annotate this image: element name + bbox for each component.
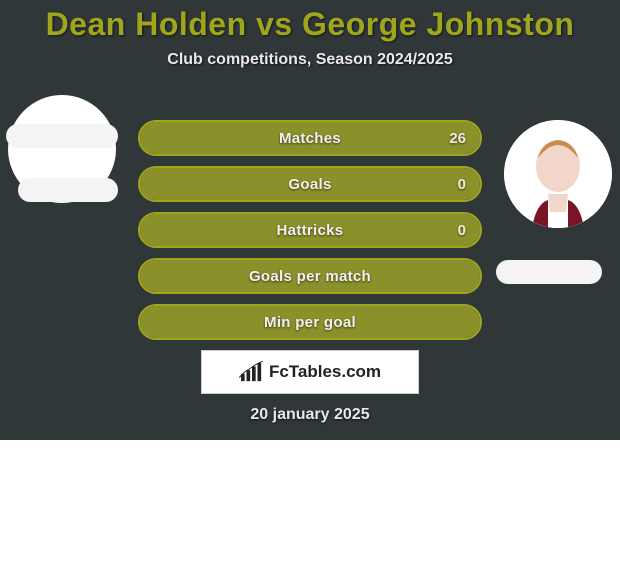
page-title: Dean Holden vs George Johnston: [0, 0, 620, 43]
stat-label: Goals: [140, 176, 480, 193]
stat-row-goals-per-match: Goals per match: [138, 258, 482, 294]
fctables-link[interactable]: FcTables.com: [201, 350, 419, 394]
empty-region: [0, 440, 620, 580]
brand-label: FcTables.com: [269, 362, 381, 382]
player-photo-icon: [504, 120, 612, 228]
stat-label: Goals per match: [140, 268, 480, 285]
stat-value: 26: [449, 130, 466, 147]
stats-list: Matches 26 Goals 0 Hattricks 0 Goals per…: [138, 120, 482, 340]
stat-value: 0: [458, 176, 466, 193]
snapshot-date: 20 january 2025: [0, 406, 620, 424]
bar-chart-icon: [239, 361, 265, 383]
right-stat-pill: [496, 260, 602, 284]
stat-value: 0: [458, 222, 466, 239]
comparison-widget: Dean Holden vs George Johnston Club comp…: [0, 0, 620, 440]
left-stat-pill-2: [18, 178, 118, 202]
stat-row-hattricks: Hattricks 0: [138, 212, 482, 248]
left-stat-pill-1: [6, 124, 118, 148]
stat-label: Hattricks: [140, 222, 480, 239]
stat-row-matches: Matches 26: [138, 120, 482, 156]
stat-label: Matches: [140, 130, 480, 147]
stat-row-min-per-goal: Min per goal: [138, 304, 482, 340]
right-player-avatar: [504, 120, 612, 228]
stat-row-goals: Goals 0: [138, 166, 482, 202]
subtitle: Club competitions, Season 2024/2025: [0, 51, 620, 69]
stat-label: Min per goal: [140, 314, 480, 331]
